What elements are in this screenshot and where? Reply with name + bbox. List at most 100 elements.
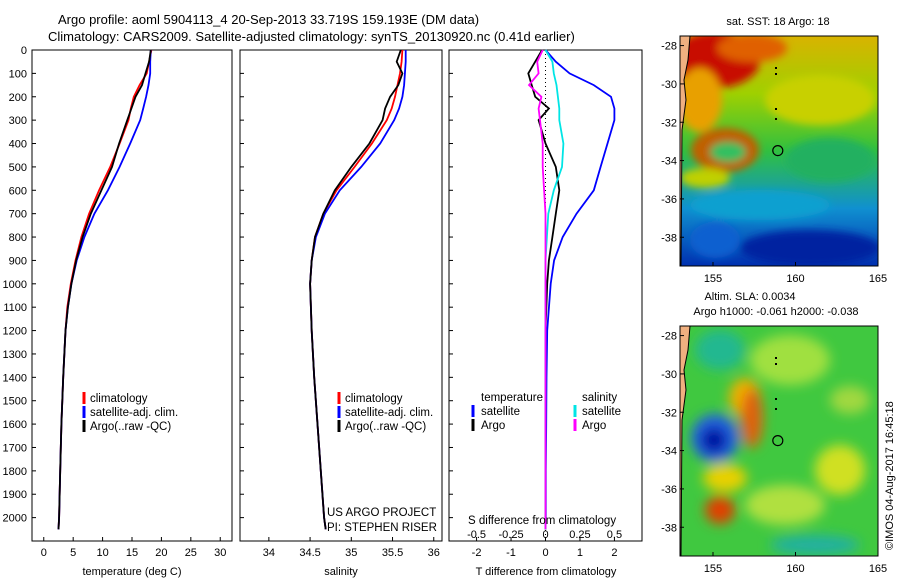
legend-title-temperature: temperature: [481, 392, 543, 404]
map-x-tick-label: 155: [704, 273, 722, 285]
x-tick-label: 15: [126, 547, 138, 559]
salinity-legend: climatology satellite-adj. clim. Argo(..…: [327, 392, 437, 534]
map-x-tick-label: 155: [704, 563, 722, 575]
map-y-tick-label: -32: [661, 117, 677, 129]
s-tick-label: 0.5: [607, 529, 622, 541]
sla-map-title: Altim. SLA: 0.0034: [704, 291, 795, 303]
depth-tick-label: 500: [9, 162, 27, 174]
t-tick-label: 1: [577, 547, 583, 559]
depth-axis: 0 100 200 300 400 500 600 700 800 900 1000 1100 1200…: [3, 45, 453, 525]
depth-tick-label: 1300: [3, 349, 27, 361]
legend-label-s-argo: Argo: [582, 420, 606, 432]
x-tick-label: 34: [263, 547, 275, 559]
legend-label-satellite: satellite-adj. clim.: [90, 407, 178, 419]
depth-tick-label: 100: [9, 68, 27, 80]
series-line-argo-raw-qc-: [309, 49, 404, 530]
x-tick-label: 34.5: [299, 547, 320, 559]
depth-tick-label: 1800: [3, 466, 27, 478]
salinity-chart: 34 34.5 35 35.5 36: [263, 49, 440, 559]
difference-legend: temperature salinity satellite Argo sate…: [468, 392, 621, 527]
map-y-tick-label: -30: [661, 79, 677, 91]
depth-tick-label: 300: [9, 115, 27, 127]
salinity-axis-label: salinity: [324, 566, 358, 578]
depth-tick-label: 1900: [3, 489, 27, 501]
series-line-argo-raw-qc-: [57, 49, 152, 530]
legend-title-salinity: salinity: [582, 392, 617, 404]
depth-tick-label: 1500: [3, 396, 27, 408]
argo-position-marker: [772, 145, 784, 157]
depth-tick-label: 1100: [3, 302, 27, 314]
sla-coastline: [680, 326, 691, 556]
t-tick-label: -1: [506, 547, 516, 559]
s-difference-axis-label: S difference from climatology: [468, 515, 616, 527]
s-tick-label: -0.5: [467, 529, 486, 541]
x-tick-label: 10: [96, 547, 108, 559]
x-tick-label: 35: [345, 547, 357, 559]
sst-map-frame: [679, 35, 879, 267]
depth-tick-label: 800: [9, 232, 27, 244]
x-tick-label: 30: [214, 547, 226, 559]
t-tick-label: 0: [542, 547, 548, 559]
depth-tick-label: 1600: [3, 419, 27, 431]
map-y-tick-label: -36: [661, 484, 677, 496]
sla-map: Altim. SLA: 0.0034 Argo h1000: -0.061 h2…: [661, 291, 887, 575]
t-tick-label: -2: [472, 547, 482, 559]
map-y-tick-label: -32: [661, 407, 677, 419]
project-annotation-line-1: US ARGO PROJECT: [327, 507, 436, 519]
temperature-panel-frame: [31, 49, 233, 542]
argo-track-dots: [775, 357, 777, 410]
depth-tick-label: 1200: [3, 326, 27, 338]
imos-date-stamp: ©IMOS 04-Aug-2017 16:45:18: [884, 401, 896, 550]
argo-track-dots: [775, 67, 777, 120]
depth-tick-label: 600: [9, 185, 27, 197]
s-tick-label: -0.25: [498, 529, 523, 541]
x-tick-label: 36: [428, 547, 440, 559]
title-line-1: Argo profile: aoml 5904113_4 20-Sep-2013…: [58, 12, 480, 27]
legend-label-t-satellite: satellite: [481, 406, 520, 418]
legend-label-t-argo: Argo: [481, 420, 505, 432]
depth-tick-label: 1000: [3, 279, 27, 291]
legend-label-climatology: climatology: [345, 393, 403, 405]
sst-map: sat. SST: 18 Argo: 18 155 160 165 -28 -30 -32…: [661, 16, 887, 285]
x-tick-label: 20: [155, 547, 167, 559]
x-tick-label: 5: [70, 547, 76, 559]
sla-map-frame: [679, 325, 879, 557]
x-tick-label: 25: [185, 547, 197, 559]
series-line-salinity-argo: [527, 49, 547, 530]
map-y-tick-label: -38: [661, 232, 677, 244]
depth-tick-label: 1700: [3, 442, 27, 454]
project-annotation-line-2: PI: STEPHEN RISER: [327, 522, 437, 534]
depth-tick-label: 700: [9, 209, 27, 221]
map-x-tick-label: 165: [869, 273, 887, 285]
depth-tick-label: 1400: [3, 372, 27, 384]
map-y-tick-label: -34: [661, 446, 677, 458]
legend-label-climatology: climatology: [90, 393, 148, 405]
map-y-tick-label: -28: [661, 331, 677, 343]
temperature-axis-label: temperature (deg C): [82, 566, 181, 578]
map-y-tick-label: -38: [661, 522, 677, 534]
legend-label-satellite: satellite-adj. clim.: [345, 407, 433, 419]
title-line-2: Climatology: CARS2009. Satellite-adjuste…: [48, 29, 575, 44]
depth-tick-label: 0: [21, 45, 27, 57]
t-tick-label: 2: [611, 547, 617, 559]
map-y-tick-label: -28: [661, 41, 677, 53]
x-tick-label: 35.5: [382, 547, 403, 559]
depth-tick-label: 900: [9, 255, 27, 267]
temperature-legend: climatology satellite-adj. clim. Argo(..…: [82, 392, 178, 433]
s-tick-label: 0.25: [569, 529, 590, 541]
t-difference-axis-label: T difference from climatology: [476, 566, 617, 578]
map-x-tick-label: 160: [786, 563, 804, 575]
salinity-panel-frame: [239, 49, 443, 542]
temperature-chart: 0 5 10 15 20 25 30: [41, 49, 226, 559]
sla-map-subtitle: Argo h1000: -0.061 h2000: -0.038: [693, 306, 858, 318]
map-y-tick-label: -36: [661, 194, 677, 206]
map-x-tick-label: 160: [786, 273, 804, 285]
map-x-tick-label: 165: [869, 563, 887, 575]
map-y-tick-label: -34: [661, 156, 677, 168]
depth-tick-label: 200: [9, 92, 27, 104]
x-tick-label: 0: [41, 547, 47, 559]
argo-position-marker: [772, 435, 784, 447]
legend-label-argo: Argo(..raw -QC): [345, 421, 426, 433]
